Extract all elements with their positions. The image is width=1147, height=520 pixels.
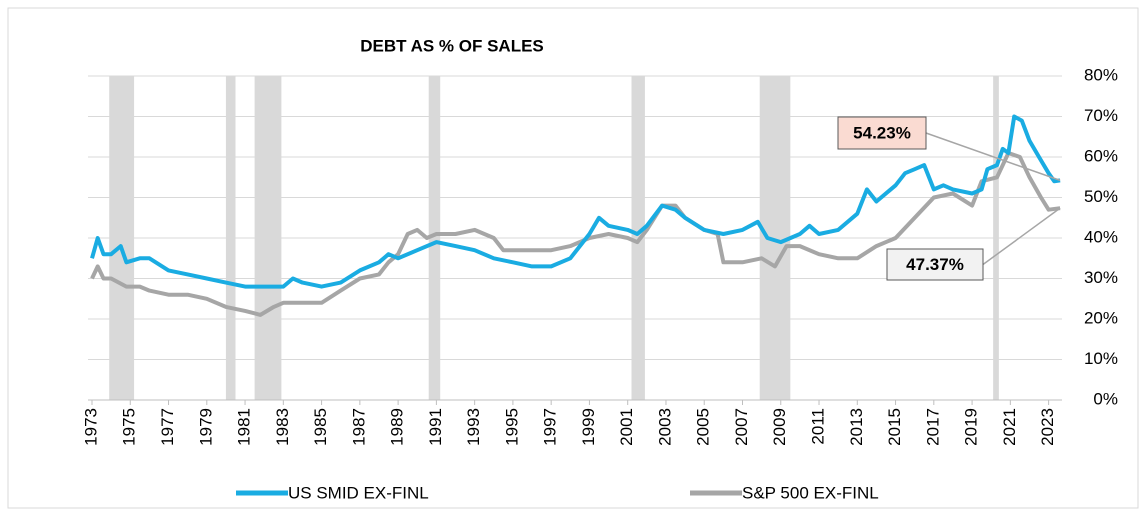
x-tick-label: 1977 <box>158 408 177 446</box>
x-tick-label: 2009 <box>770 408 789 446</box>
x-tick-label: 1981 <box>235 408 254 446</box>
series-line <box>90 151 1061 317</box>
x-tick-label: 1993 <box>464 408 483 446</box>
x-tick-label: 1983 <box>273 408 292 446</box>
annotation-box <box>886 248 984 281</box>
x-tick-label: 1979 <box>196 408 215 446</box>
y-tick-label: 60% <box>1084 146 1118 165</box>
x-tick-label: 1973 <box>81 408 100 446</box>
x-tick-label: 2003 <box>655 408 674 446</box>
annotation-label: 47.37% <box>906 255 964 274</box>
annotation-label: 54.23% <box>853 123 911 142</box>
y-tick-label: 70% <box>1084 106 1118 125</box>
x-tick-label: 1989 <box>388 408 407 446</box>
chart-title: DEBT AS % OF SALES <box>360 36 544 55</box>
legend-label: S&P 500 EX-FINL <box>742 483 879 502</box>
x-tick-label: 2021 <box>1000 408 1019 446</box>
legend-label: US SMID EX-FINL <box>288 483 429 502</box>
x-tick-label: 1999 <box>579 408 598 446</box>
x-tick-label: 2015 <box>885 408 904 446</box>
x-tick-label: 1997 <box>541 408 560 446</box>
y-tick-label: 10% <box>1084 349 1118 368</box>
x-tick-label: 1975 <box>120 408 139 446</box>
y-tick-label: 20% <box>1084 308 1118 327</box>
x-tick-label: 2005 <box>694 408 713 446</box>
x-tick-label: 2017 <box>923 408 942 446</box>
y-tick-label: 0% <box>1093 389 1118 408</box>
annotation-leader <box>925 132 1061 182</box>
y-tick-label: 50% <box>1084 187 1118 206</box>
y-tick-label: 30% <box>1084 268 1118 287</box>
x-tick-label: 2007 <box>732 408 751 446</box>
x-tick-label: 1987 <box>349 408 368 446</box>
annotation-box <box>837 116 927 150</box>
x-tick-label: 2011 <box>809 408 828 445</box>
series-line <box>90 114 1061 289</box>
x-tick-label: 2013 <box>847 408 866 446</box>
y-tick-label: 80% <box>1084 65 1118 84</box>
x-tick-label: 1995 <box>502 408 521 446</box>
x-tick-label: 2019 <box>962 408 981 446</box>
x-tick-label: 1985 <box>311 408 330 446</box>
x-tick-label: 2023 <box>1038 408 1057 446</box>
x-tick-label: 1991 <box>426 408 445 446</box>
y-tick-label: 40% <box>1084 227 1118 246</box>
annotation-leader <box>982 207 1061 266</box>
x-tick-label: 2001 <box>617 408 636 446</box>
